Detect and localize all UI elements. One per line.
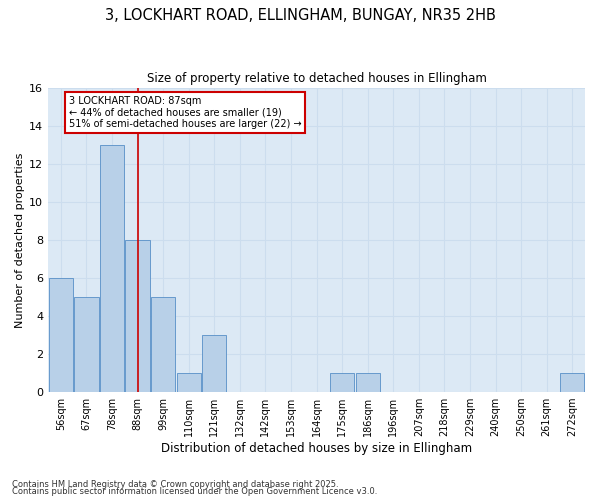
Bar — [560, 373, 584, 392]
Text: Contains public sector information licensed under the Open Government Licence v3: Contains public sector information licen… — [12, 487, 377, 496]
Title: Size of property relative to detached houses in Ellingham: Size of property relative to detached ho… — [146, 72, 487, 86]
Bar — [125, 240, 150, 392]
Bar — [151, 297, 175, 392]
Bar — [176, 373, 201, 392]
Y-axis label: Number of detached properties: Number of detached properties — [15, 152, 25, 328]
Bar — [100, 145, 124, 392]
Text: 3, LOCKHART ROAD, ELLINGHAM, BUNGAY, NR35 2HB: 3, LOCKHART ROAD, ELLINGHAM, BUNGAY, NR3… — [104, 8, 496, 22]
Bar — [202, 335, 226, 392]
Text: Contains HM Land Registry data © Crown copyright and database right 2025.: Contains HM Land Registry data © Crown c… — [12, 480, 338, 489]
Bar — [356, 373, 380, 392]
Bar — [74, 297, 98, 392]
Text: 3 LOCKHART ROAD: 87sqm
← 44% of detached houses are smaller (19)
51% of semi-det: 3 LOCKHART ROAD: 87sqm ← 44% of detached… — [68, 96, 301, 129]
X-axis label: Distribution of detached houses by size in Ellingham: Distribution of detached houses by size … — [161, 442, 472, 455]
Bar — [330, 373, 354, 392]
Bar — [49, 278, 73, 392]
